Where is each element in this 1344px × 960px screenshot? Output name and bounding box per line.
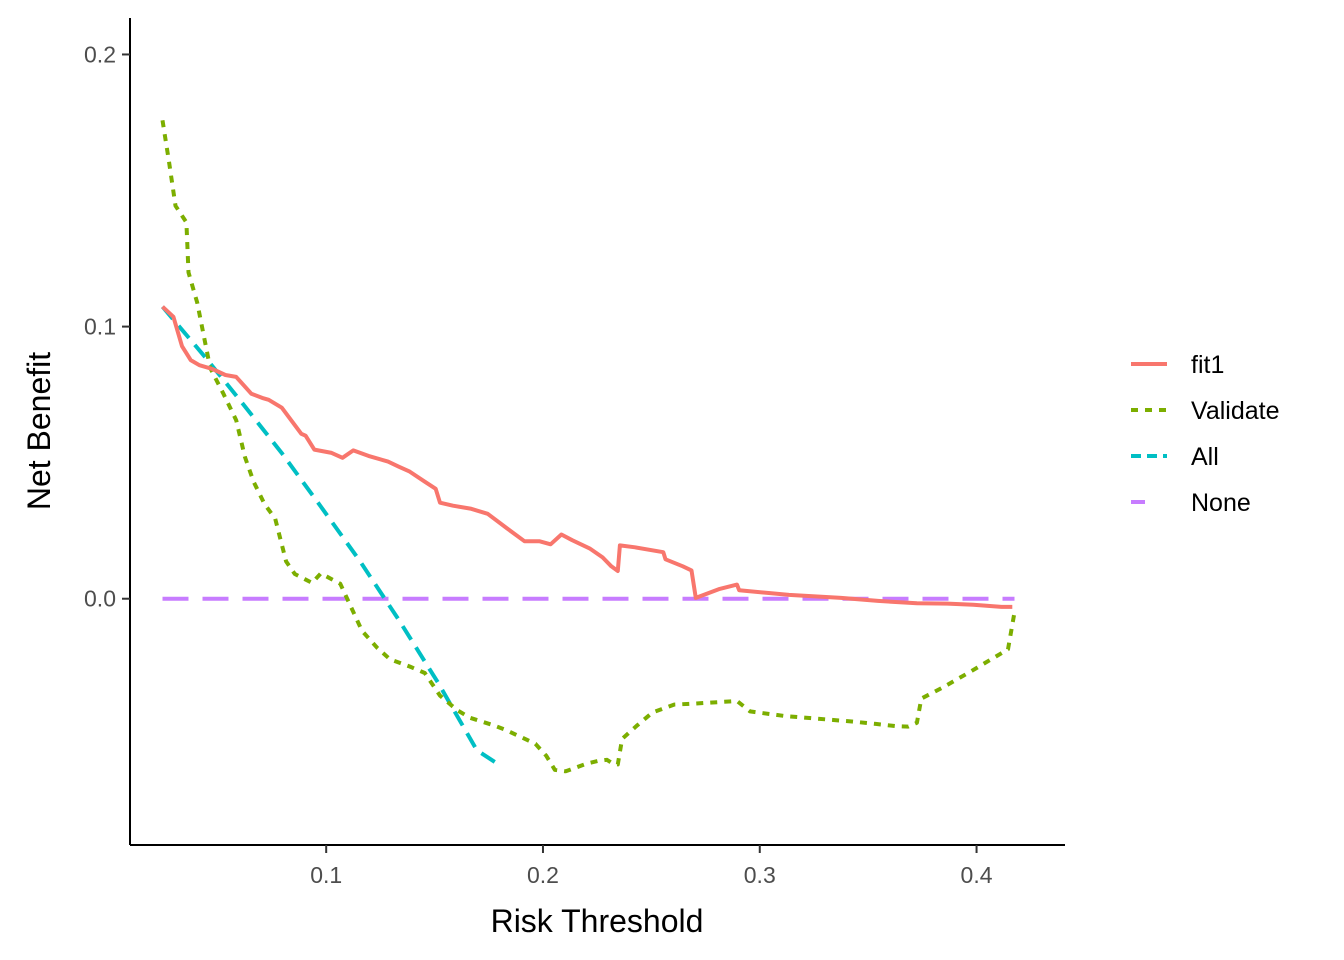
legend-label-fit1: fit1 [1191, 351, 1224, 379]
x-tick-label: 0.4 [961, 862, 993, 888]
legend: fit1 Validate All None [1131, 351, 1280, 517]
series-line-validate [160, 119, 1017, 774]
y-ticks: 0.0 0.1 0.2 [84, 41, 130, 612]
x-tick-label: 0.1 [310, 862, 342, 888]
x-axis-title: Risk Threshold [491, 903, 704, 939]
legend-label-none: None [1191, 489, 1251, 517]
y-axis-title: Net Benefit [21, 352, 57, 510]
y-tick-label: 0.0 [84, 586, 116, 612]
x-tick-label: 0.2 [527, 862, 559, 888]
series-layer [160, 119, 1017, 774]
x-ticks: 0.1 0.2 0.3 0.4 [310, 845, 993, 888]
x-tick-label: 0.3 [744, 862, 776, 888]
series-line-all [160, 305, 500, 767]
y-tick-label: 0.1 [84, 314, 116, 340]
series-line-fit1 [161, 305, 1013, 609]
y-tick-label: 0.2 [84, 41, 116, 67]
legend-label-validate: Validate [1191, 397, 1280, 425]
legend-label-all: All [1191, 443, 1219, 471]
